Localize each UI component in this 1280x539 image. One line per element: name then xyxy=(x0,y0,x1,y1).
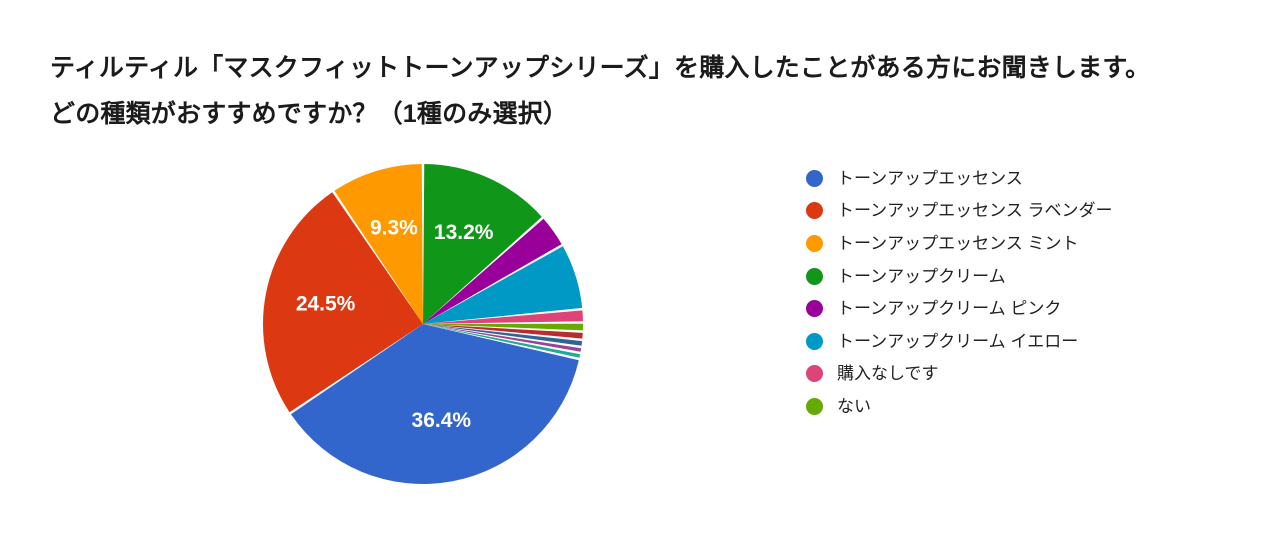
pie-slice[interactable] xyxy=(423,324,581,358)
pie-slice-label: 24.5% xyxy=(296,293,356,316)
pie-slice[interactable] xyxy=(423,246,583,324)
chart-title: ティルティル「マスクフィットトーンアップシリーズ」を購入したことがある方にお聞き… xyxy=(50,45,1230,137)
legend-item-label: トーンアップエッセンス ラベンダー xyxy=(837,201,1113,221)
pie-slice[interactable] xyxy=(290,324,579,484)
legend-item[interactable]: トーンアップエッセンス ミント xyxy=(806,227,1256,260)
legend-item[interactable]: トーンアップエッセンス xyxy=(806,162,1256,195)
pie-svg: 13.2% 36.4% 24.5% 9.3% xyxy=(262,164,584,484)
pie-slice-group xyxy=(262,164,584,484)
legend-item[interactable]: トーンアップクリーム ピンク xyxy=(806,292,1256,325)
legend-color-swatch xyxy=(806,397,823,415)
chart-title-line-1: ティルティル「マスクフィットトーンアップシリーズ」を購入したことがある方にお聞き… xyxy=(50,54,1151,82)
legend-item[interactable]: 購入なしです xyxy=(806,358,1256,391)
pie-slice-label: 13.2% xyxy=(434,221,494,244)
pie-slice[interactable] xyxy=(423,164,542,324)
legend-item-label: トーンアップクリーム ピンク xyxy=(837,299,1062,319)
legend-item-label: トーンアップクリーム イエロー xyxy=(837,331,1079,351)
pie-slice[interactable] xyxy=(262,192,423,413)
pie-slice[interactable] xyxy=(423,324,583,339)
legend-item-label: トーンアップエッセンス xyxy=(837,168,1023,188)
pie-slice[interactable] xyxy=(423,323,584,331)
legend-item[interactable]: トーンアップエッセンス ラベンダー xyxy=(806,195,1256,228)
legend-item[interactable]: トーンアップクリーム イエロー xyxy=(806,325,1256,358)
pie-label-group: 13.2% 36.4% 24.5% 9.3% xyxy=(296,217,494,432)
pie-plot-area: 13.2% 36.4% 24.5% 9.3% xyxy=(262,164,584,484)
legend-color-swatch xyxy=(806,169,823,187)
pie-slice-label: 9.3% xyxy=(370,217,418,240)
legend-color-swatch xyxy=(806,332,823,350)
legend-color-swatch xyxy=(806,202,823,220)
legend-color-swatch xyxy=(806,267,823,285)
legend-color-swatch xyxy=(806,365,823,383)
legend-item-label: 購入なしです xyxy=(837,364,939,384)
pie-slice[interactable] xyxy=(334,164,423,324)
legend-item[interactable]: トーンアップクリーム xyxy=(806,260,1256,293)
legend-item-label: ない xyxy=(837,396,871,416)
chart-title-line-2: どの種類がおすすめですか？（1種のみ選択） xyxy=(50,100,569,128)
pie-slice[interactable] xyxy=(423,324,583,346)
pie-slice[interactable] xyxy=(423,324,582,352)
legend-item-label: トーンアップエッセンス ミント xyxy=(837,233,1079,253)
pie-slice[interactable] xyxy=(423,310,583,324)
legend-color-swatch xyxy=(806,300,823,318)
pie-slice[interactable] xyxy=(423,218,562,324)
legend-color-swatch xyxy=(806,234,823,252)
pie-slice-label: 36.4% xyxy=(412,409,472,432)
chart-legend: トーンアップエッセンストーンアップエッセンス ラベンダー トーンアップエッセンス … xyxy=(806,162,1256,423)
legend-item[interactable]: ない xyxy=(806,390,1256,423)
legend-item-label: トーンアップクリーム xyxy=(837,266,1006,286)
